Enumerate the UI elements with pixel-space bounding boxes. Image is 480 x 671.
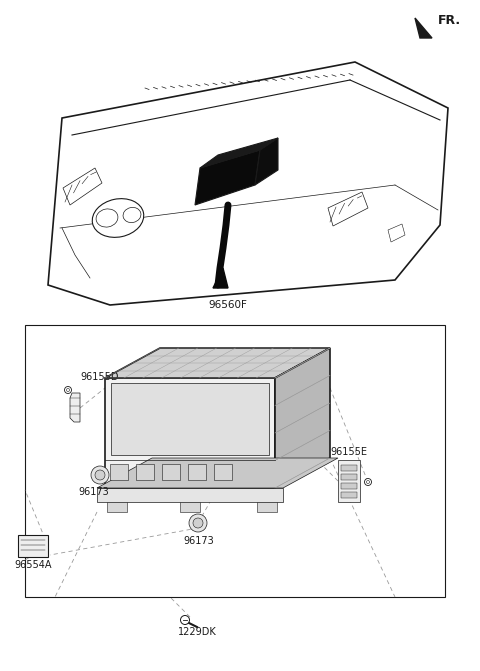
Ellipse shape [92, 199, 144, 238]
Circle shape [95, 470, 105, 480]
Text: 96173: 96173 [183, 536, 214, 546]
Bar [25, 325, 445, 597]
Polygon shape [388, 224, 405, 242]
Text: 96155D: 96155D [80, 372, 119, 382]
Polygon shape [48, 62, 448, 305]
Polygon shape [195, 150, 260, 205]
Bar [341, 492, 357, 498]
Bar [18, 535, 48, 557]
Circle shape [367, 480, 370, 484]
Ellipse shape [96, 209, 118, 227]
Polygon shape [97, 488, 283, 502]
Polygon shape [338, 460, 360, 502]
Circle shape [189, 514, 207, 532]
Polygon shape [105, 378, 275, 488]
Bar [341, 474, 357, 480]
Text: 1229DK: 1229DK [178, 627, 217, 637]
Circle shape [364, 478, 372, 486]
Polygon shape [255, 138, 278, 185]
Polygon shape [97, 458, 338, 488]
Polygon shape [275, 348, 330, 488]
Polygon shape [107, 502, 127, 512]
Bar [110, 464, 128, 480]
Polygon shape [105, 348, 330, 378]
Text: 96155E: 96155E [330, 447, 367, 457]
Polygon shape [415, 18, 432, 38]
Polygon shape [63, 168, 102, 205]
Bar [341, 465, 357, 471]
Polygon shape [213, 268, 228, 288]
Circle shape [67, 389, 70, 391]
Polygon shape [70, 393, 80, 422]
Circle shape [91, 466, 109, 484]
Bar [136, 464, 154, 480]
Bar [188, 464, 206, 480]
Bar [111, 383, 269, 455]
Bar [341, 483, 357, 489]
Polygon shape [257, 502, 277, 512]
Polygon shape [328, 192, 368, 226]
Text: 96554A: 96554A [14, 560, 51, 570]
Circle shape [64, 386, 72, 393]
Circle shape [193, 518, 203, 528]
Bar [162, 464, 180, 480]
Text: 96173: 96173 [78, 487, 109, 497]
Polygon shape [180, 502, 200, 512]
Circle shape [180, 615, 190, 625]
Text: 96560F: 96560F [209, 300, 247, 310]
Text: FR.: FR. [438, 14, 461, 27]
Bar [214, 464, 232, 480]
Ellipse shape [123, 207, 141, 223]
Polygon shape [200, 138, 278, 168]
